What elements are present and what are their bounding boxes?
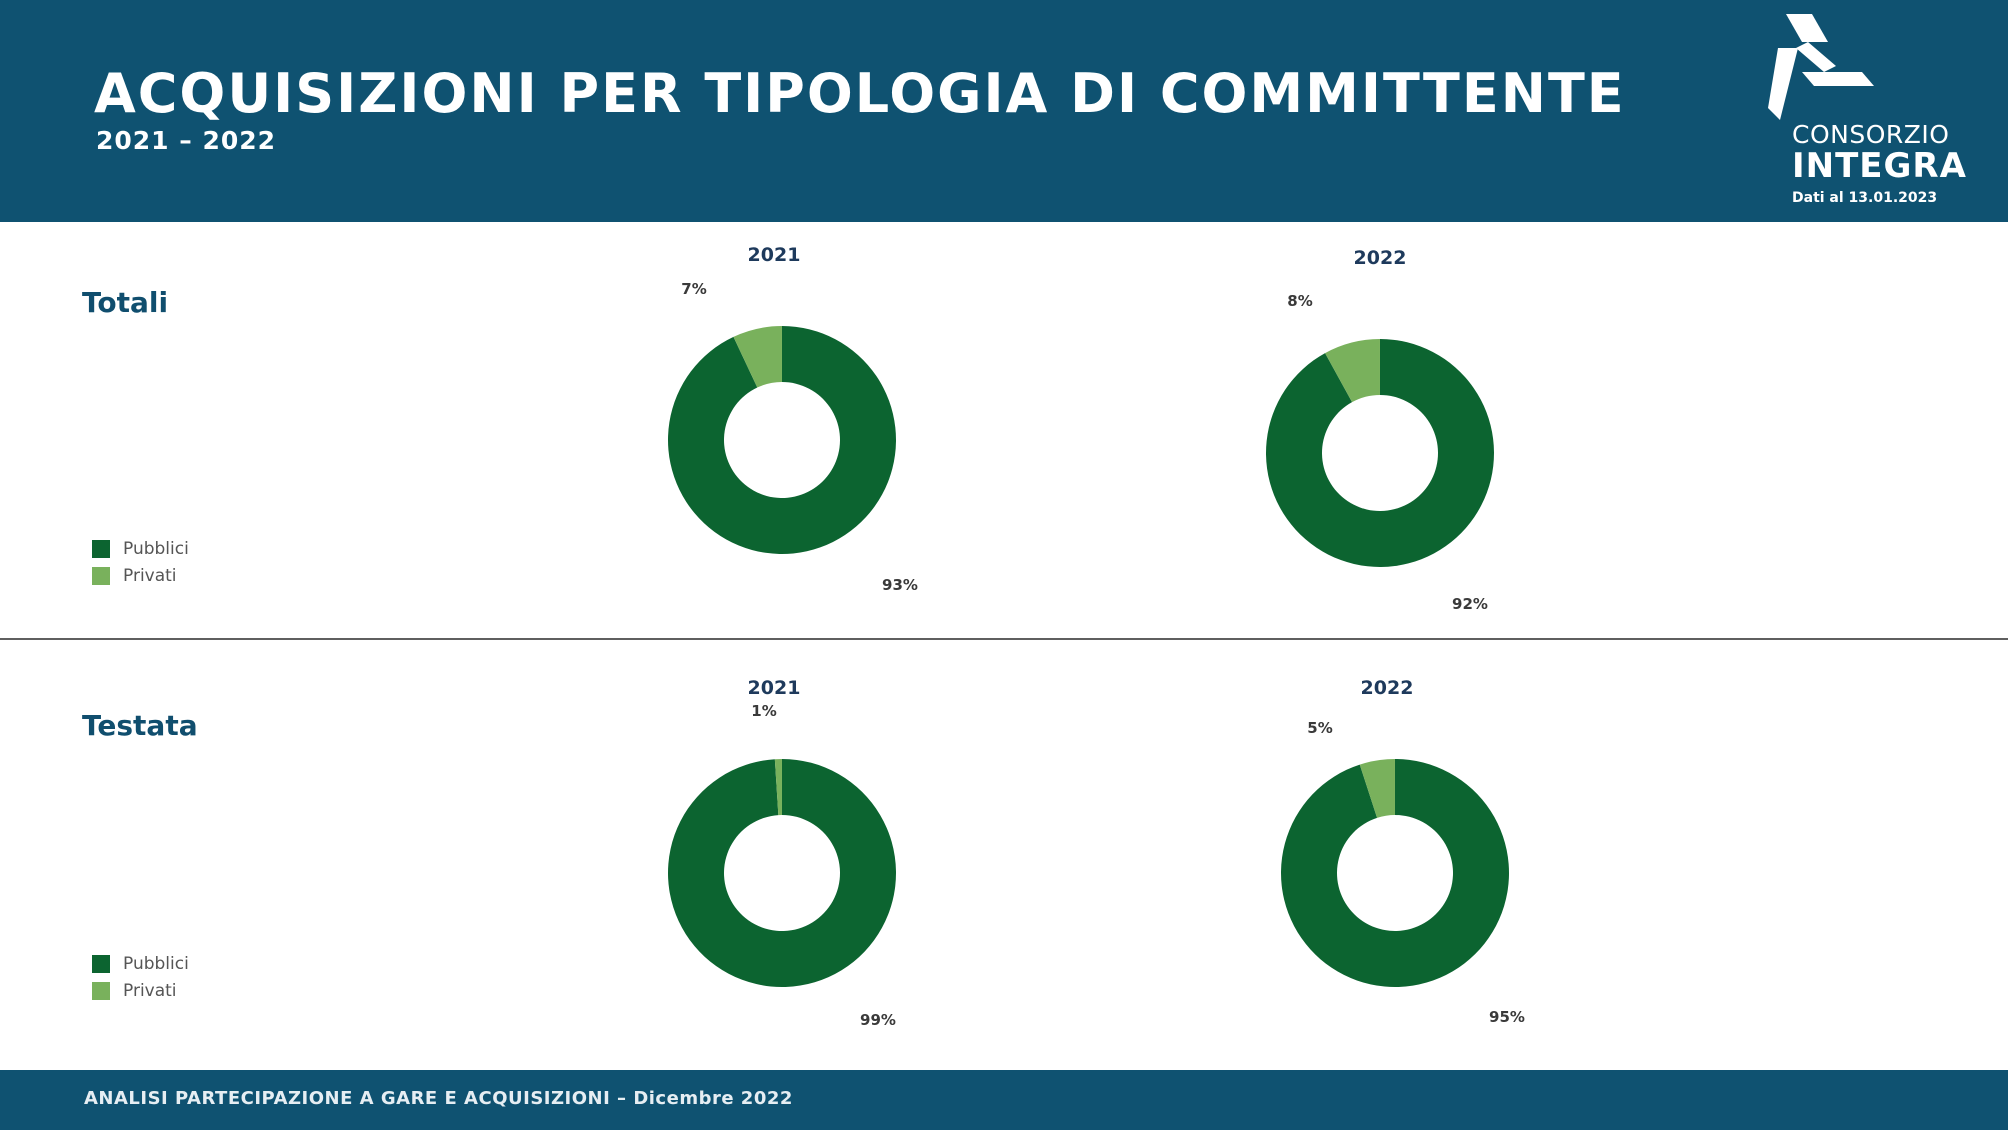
page-title: ACQUISIZIONI PER TIPOLOGIA DI COMMITTENT… — [94, 62, 1626, 125]
data-label-pubblici: 92% — [1452, 595, 1488, 613]
donut-slice-privati — [774, 759, 782, 816]
data-label-pubblici: 93% — [882, 576, 918, 594]
legend-testata: Pubblici Privati — [92, 950, 189, 1004]
data-label-privati: 5% — [1307, 719, 1332, 737]
data-date-note: Dati al 13.01.2023 — [1792, 190, 1938, 206]
legend-item-privati: Privati — [92, 562, 189, 589]
data-label-privati: 8% — [1287, 292, 1312, 310]
logo-text-consorzio: CONSORZIO — [1792, 120, 1950, 149]
legend-swatch-pubblici — [92, 539, 110, 558]
legend-item-pubblici: Pubblici — [92, 950, 189, 977]
donut-slice-privati — [1359, 759, 1395, 818]
chart-title: 2021 — [748, 244, 801, 266]
header-band: ACQUISIZIONI PER TIPOLOGIA DI COMMITTENT… — [0, 0, 2008, 222]
donut-slice-privati — [1325, 339, 1380, 403]
legend-label-privati: Privati — [123, 565, 177, 586]
data-label-privati: 7% — [681, 280, 706, 298]
legend-label-pubblici: Pubblici — [123, 953, 189, 974]
section-label-totali: Totali — [82, 286, 169, 319]
chart-title: 2022 — [1354, 247, 1407, 269]
donut-slice-pubblici — [1281, 759, 1509, 987]
data-label-privati: 1% — [751, 702, 776, 720]
donut-slice-pubblici — [1265, 339, 1494, 567]
consorzio-integra-logo: CONSORZIO INTEGRA Dati al 13.01.2023 — [1760, 12, 1980, 212]
section-divider — [0, 638, 2008, 640]
page-subtitle: 2021 – 2022 — [96, 126, 277, 155]
donut-slice-pubblici — [667, 326, 897, 554]
donut-slice-privati — [733, 326, 782, 388]
legend-swatch-privati — [92, 566, 110, 585]
data-label-pubblici: 95% — [1489, 1008, 1525, 1026]
footer-text: ANALISI PARTECIPAZIONE A GARE E ACQUISIZ… — [84, 1088, 793, 1109]
chart-title: 2022 — [1361, 677, 1414, 699]
legend-item-pubblici: Pubblici — [92, 535, 189, 562]
integra-logo-icon — [1768, 14, 1874, 120]
footer-band: ANALISI PARTECIPAZIONE A GARE E ACQUISIZ… — [0, 1070, 2008, 1130]
legend-label-pubblici: Pubblici — [123, 538, 189, 559]
legend-item-privati: Privati — [92, 977, 189, 1004]
logo-text-integra: INTEGRA — [1792, 146, 1967, 186]
legend-swatch-pubblici — [92, 954, 110, 973]
legend-swatch-privati — [92, 981, 110, 1000]
data-label-pubblici: 99% — [860, 1011, 896, 1029]
legend-label-privati: Privati — [123, 980, 177, 1001]
legend-totali: Pubblici Privati — [92, 535, 189, 589]
donut-slice-pubblici — [668, 759, 897, 987]
section-label-testata: Testata — [82, 709, 198, 742]
chart-title: 2021 — [748, 677, 801, 699]
